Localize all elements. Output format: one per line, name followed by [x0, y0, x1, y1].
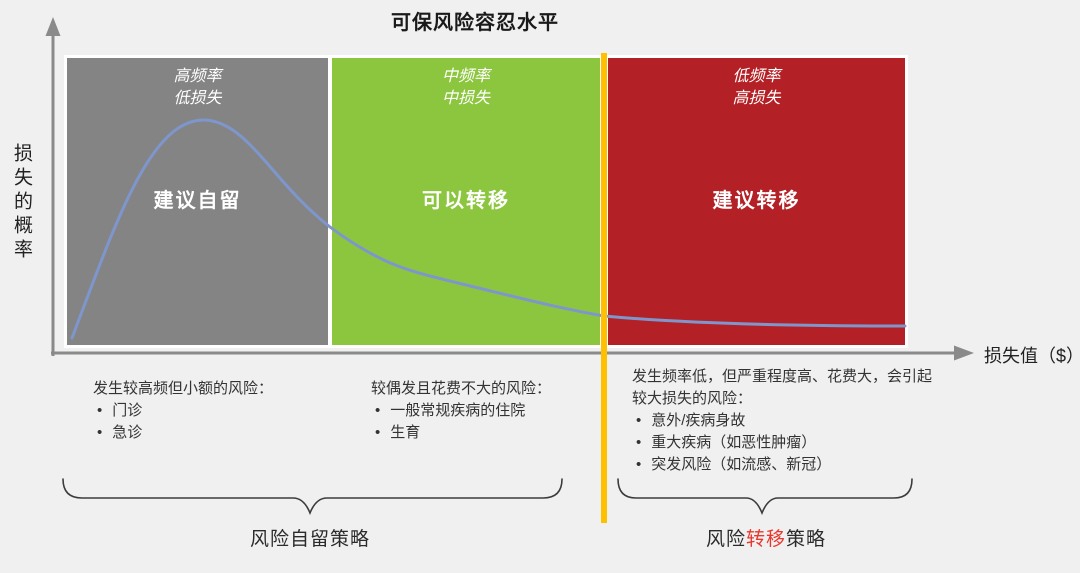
note-retain-item: 急诊 — [93, 422, 358, 444]
x-axis-arrow-icon — [954, 345, 974, 361]
note-can-transfer-title: 较偶发且花费不大的风险： — [371, 380, 552, 397]
transfer-brace — [617, 478, 913, 516]
note-retain: 发生较高频但小额的风险： 门诊 急诊 — [93, 378, 358, 444]
region-retain: 高频率 低损失 建议自留 — [64, 55, 331, 348]
transfer-strategy-label: 风险转移策略 — [705, 529, 827, 550]
region-can-transfer: 中频率 中损失 可以转移 — [329, 55, 603, 348]
region-transfer: 低频率 高损失 建议转移 — [605, 55, 908, 348]
note-transfer: 发生频率低，但严重程度高、花费大，会引起较大损失的风险： 意外/疾病身故 重大疾… — [632, 366, 932, 476]
region-transfer-frequency-label: 低频率 高损失 — [732, 68, 781, 107]
note-transfer-item: 意外/疾病身故 — [632, 410, 932, 432]
region-can-transfer-frequency-label: 中频率 中损失 — [441, 68, 490, 107]
note-can-transfer-item: 生育 — [371, 422, 616, 444]
y-axis-label: 损失的概率 — [11, 143, 32, 263]
note-can-transfer: 较偶发且花费不大的风险： 一般常规疾病的住院 生育 — [371, 378, 616, 444]
retention-brace — [62, 478, 563, 516]
note-retain-title: 发生较高频但小额的风险： — [93, 380, 274, 397]
transfer-strategy-highlight: 转移 — [745, 529, 786, 550]
x-axis-label: 损失值（$） — [984, 346, 1080, 366]
region-transfer-action-label: 建议转移 — [712, 190, 801, 212]
retention-strategy-label: 风险自留策略 — [249, 529, 370, 550]
note-retain-item: 门诊 — [93, 400, 358, 422]
note-transfer-title: 发生频率低，但严重程度高、花费大，会引起较大损失的风险： — [632, 368, 933, 407]
region-retain-action-label: 建议自留 — [153, 190, 242, 212]
region-can-transfer-action-label: 可以转移 — [422, 190, 510, 212]
note-transfer-item: 突发风险（如流感、新冠） — [632, 454, 932, 476]
note-can-transfer-item: 一般常规疾病的住院 — [371, 400, 616, 422]
chart-title: 可保风险容忍水平 — [391, 12, 559, 34]
note-transfer-item: 重大疾病（如恶性肿瘤） — [632, 432, 932, 454]
region-retain-frequency-label: 高频率 低损失 — [173, 68, 222, 107]
